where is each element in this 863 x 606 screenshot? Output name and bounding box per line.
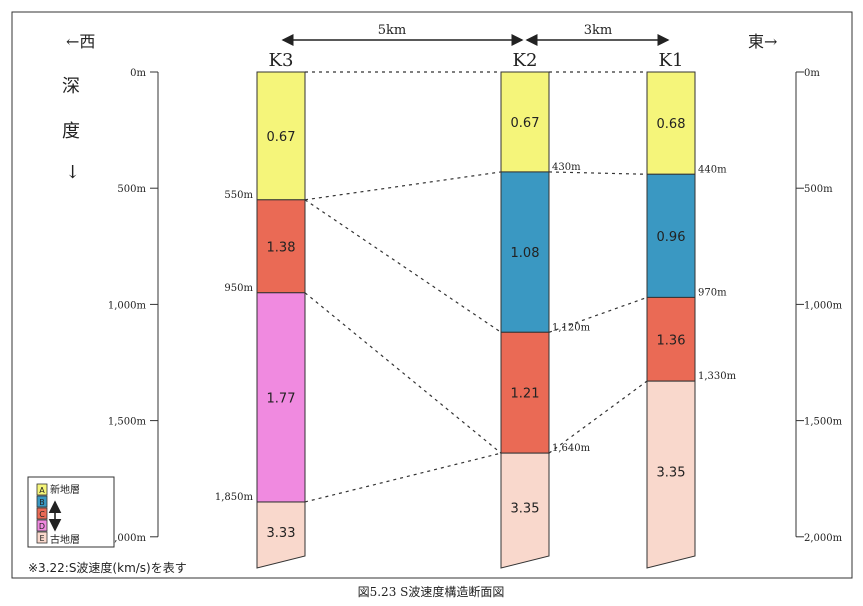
left-scale-tick-label: 1,000m [108,300,147,311]
velocity-value-k2-b: 1.08 [511,246,540,261]
left-scale-tick-label: 500m [117,184,146,195]
left-scale-tick-label: 0m [130,68,146,79]
borehole-k1: K1 0.68 0.96 1.36 3.35 440m 970m 1,330m [646,50,737,569]
velocity-value-k2-e: 3.35 [511,502,540,517]
diagram-frame [11,11,853,579]
borehole-label-k1: K1 [659,50,684,71]
legend-code-e: E [39,534,44,543]
boundary-depth-label-k3: 1,850m [215,492,254,503]
velocity-value-k1-b: 0.96 [657,230,686,245]
depth-label-char-1: 深 [62,76,80,97]
legend-old-layer-label: 古地層 [50,533,80,546]
legend-code-a: A [39,486,45,495]
depth-scale-right: 0m 500m 1,000m 1,500m 2,000m [795,68,843,544]
right-scale-tick-label: 2,000m [804,533,843,544]
east-direction-label: 東→ [748,32,777,51]
velocity-note: ※3.22:S波速度(km/s)を表す [28,560,187,575]
boundary-depth-label-k1: 440m [698,164,727,175]
depth-scale-left: 0m 500m 1,000m 1,500m 2,000m [108,68,159,544]
velocity-value-k3-e: 3.33 [267,526,296,541]
legend-swatch-c [36,507,48,520]
legend-code-b: B [39,498,45,507]
boundary-depth-label-k3: 550m [224,190,253,201]
right-scale-tick-label: 500m [804,184,833,195]
boundary-depth-label-k1: 970m [698,287,727,298]
legend-swatch-a [36,483,48,496]
layer-k1-a [646,71,696,175]
right-scale-tick-label: 1,000m [804,300,843,311]
layer-k1-c [646,296,696,382]
velocity-value-k1-c: 1.36 [657,333,686,348]
boundary-depth-label-k2: 430m [552,162,581,173]
velocity-value-k3-c: 1.38 [267,240,296,255]
layer-k3-a [256,71,306,201]
right-scale-tick-label: 0m [804,68,820,79]
layer-k2-b [500,171,550,333]
borehole-label-k3: K3 [269,50,294,71]
borehole-label-k2: K2 [513,50,538,71]
layer-correlation-lines [304,71,648,503]
layer-k1-b [646,173,696,298]
layer-k3-d [256,292,306,503]
left-scale-tick-label: 1,500m [108,417,147,428]
velocity-value-k2-c: 1.21 [511,387,540,402]
depth-label-char-3: ↓ [65,162,80,183]
boundary-depth-label-k1: 1,330m [698,371,737,382]
velocity-value-k3-d: 1.77 [267,391,296,406]
layer-k1-e [646,380,696,569]
legend-swatch-d [36,519,48,532]
correlation-line-k3-k2 [304,199,502,333]
boundary-depth-label-k2: 1,640m [552,443,591,454]
layer-k2-e [500,452,550,569]
legend-new-layer-label: 新地層 [50,483,80,496]
velocity-value-k3-a: 0.67 [267,130,296,145]
velocity-value-k1-e: 3.35 [657,466,686,481]
legend-code-c: C [39,510,45,519]
borehole-columns: K3 0.67 1.38 1.77 3.33 550m 950m 1,850m K2 0.67 1.… [215,50,737,569]
correlation-line-k3-k2 [304,292,502,454]
legend-swatch-e [36,531,48,544]
west-direction-label: ←西 [66,32,95,51]
legend-swatch-b [36,495,48,508]
boundary-depth-label-k3: 950m [224,283,253,294]
figure-caption: 図5.23 S波速度構造断面図 [358,584,505,599]
distance-label-k3-k2: 5km [378,23,406,38]
velocity-value-k1-a: 0.68 [657,117,686,132]
correlation-line-k3-k2 [304,171,502,201]
right-scale-tick-label: 1,500m [804,417,843,428]
velocity-value-k2-a: 0.67 [511,116,540,131]
layer-k3-c [256,199,306,294]
layer-k3-e [256,501,306,569]
borehole-k3: K3 0.67 1.38 1.77 3.33 550m 950m 1,850m [215,50,306,569]
borehole-k2: K2 0.67 1.08 1.21 3.35 430m 1,120m 1,640m [500,50,591,569]
distance-label-k2-k1: 3km [584,23,612,38]
left-scale-tick-label: 2,000m [108,533,147,544]
layer-k2-c [500,331,550,454]
correlation-line-k2-k1 [548,296,648,333]
boundary-depth-label-k2: 1,120m [552,322,591,333]
correlation-line-k3-k2 [304,452,502,503]
depth-label-char-2: 度 [62,121,80,142]
legend-code-d: D [39,522,45,531]
correlation-line-k2-k1 [548,171,648,175]
